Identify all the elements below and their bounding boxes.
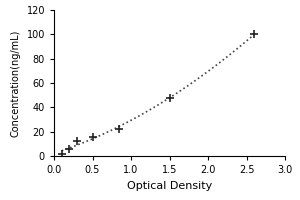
Y-axis label: Concentration(ng/mL): Concentration(ng/mL) [11, 29, 21, 137]
X-axis label: Optical Density: Optical Density [127, 181, 212, 191]
